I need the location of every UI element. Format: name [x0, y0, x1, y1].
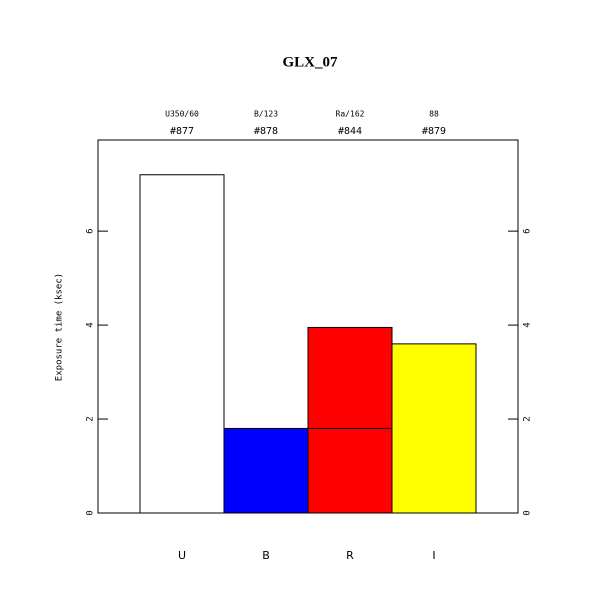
- bar: [223, 427, 309, 514]
- y-tick-label: 0: [86, 510, 96, 515]
- exposure-id: #878: [254, 126, 278, 137]
- filter-label: B/123: [254, 110, 278, 119]
- bar: [139, 174, 225, 514]
- filter-label: 88: [429, 110, 439, 119]
- x-tick-label: B: [262, 549, 270, 562]
- y-tick-label: 6: [86, 228, 96, 233]
- exposure-id: #877: [170, 126, 194, 137]
- filter-label: Ra/162: [336, 110, 365, 119]
- x-tick-label: I: [432, 549, 435, 562]
- y-tick-label-right: 6: [523, 228, 533, 233]
- x-tick-label: R: [346, 549, 354, 562]
- y-tick-label-right: 0: [523, 510, 533, 515]
- chart-title: GLX_07: [282, 54, 338, 70]
- bar: [307, 326, 393, 429]
- y-tick-label: 2: [86, 416, 96, 421]
- plot-frame: [97, 139, 519, 514]
- y-tick-label: 4: [86, 322, 96, 327]
- filter-label: U350/60: [165, 110, 199, 119]
- bar: [391, 343, 477, 514]
- x-tick-label: U: [178, 549, 186, 562]
- exposure-id: #879: [422, 126, 446, 137]
- bar: [307, 427, 393, 514]
- y-axis-label: Exposure time (ksec): [55, 273, 65, 381]
- exposure-id: #844: [338, 126, 362, 137]
- y-tick-label-right: 2: [523, 416, 533, 421]
- y-tick-label-right: 4: [523, 322, 533, 327]
